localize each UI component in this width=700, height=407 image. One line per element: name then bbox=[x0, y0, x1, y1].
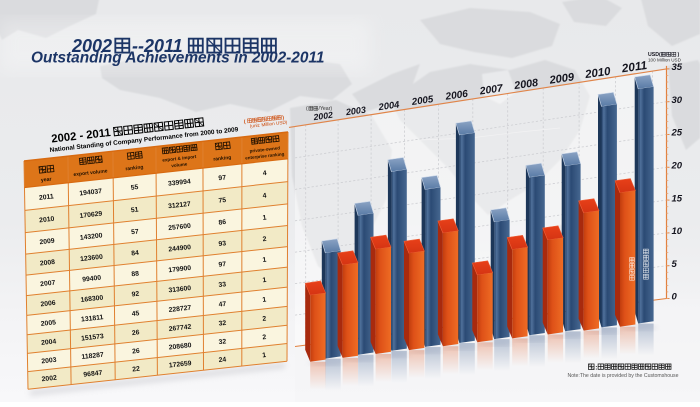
svg-text:Note:The date is provided by t: Note:The date is provided by the Customs… bbox=[567, 373, 678, 379]
svg-text:/Year): /Year) bbox=[319, 106, 333, 112]
svg-text:32: 32 bbox=[218, 338, 226, 346]
svg-text::: : bbox=[595, 365, 597, 372]
svg-text:75: 75 bbox=[218, 197, 226, 205]
svg-text:20: 20 bbox=[671, 161, 683, 172]
svg-text:0: 0 bbox=[672, 292, 678, 303]
svg-text:86: 86 bbox=[218, 219, 226, 227]
svg-text:51: 51 bbox=[131, 207, 139, 215]
svg-text:33: 33 bbox=[218, 281, 226, 289]
svg-text:Outstanding Achievements in 20: Outstanding Achievements in 2002-2011 bbox=[31, 50, 324, 67]
svg-text:45: 45 bbox=[131, 310, 139, 318]
svg-text:5: 5 bbox=[672, 259, 678, 270]
svg-text:35: 35 bbox=[672, 62, 683, 73]
svg-text:93: 93 bbox=[218, 240, 226, 248]
svg-text:26: 26 bbox=[132, 348, 140, 356]
svg-text:30: 30 bbox=[672, 95, 683, 106]
svg-text:97: 97 bbox=[218, 261, 226, 269]
svg-text:25: 25 bbox=[671, 128, 683, 139]
svg-text:32: 32 bbox=[218, 320, 226, 328]
svg-text:(: ( bbox=[306, 106, 308, 112]
svg-text:22: 22 bbox=[132, 366, 140, 374]
svg-text:55: 55 bbox=[130, 184, 138, 192]
svg-text:47: 47 bbox=[218, 301, 226, 309]
svg-text:15: 15 bbox=[672, 193, 683, 204]
svg-text:100 Million USD: 100 Million USD bbox=[648, 58, 682, 63]
svg-text:year: year bbox=[41, 177, 52, 184]
svg-text:24: 24 bbox=[218, 356, 226, 364]
svg-text:97: 97 bbox=[218, 174, 226, 182]
svg-text:10: 10 bbox=[672, 226, 683, 237]
svg-text:26: 26 bbox=[132, 329, 140, 337]
svg-text:84: 84 bbox=[131, 250, 139, 258]
svg-text:57: 57 bbox=[131, 228, 139, 236]
svg-text:92: 92 bbox=[131, 291, 139, 299]
svg-text:88: 88 bbox=[131, 270, 139, 278]
